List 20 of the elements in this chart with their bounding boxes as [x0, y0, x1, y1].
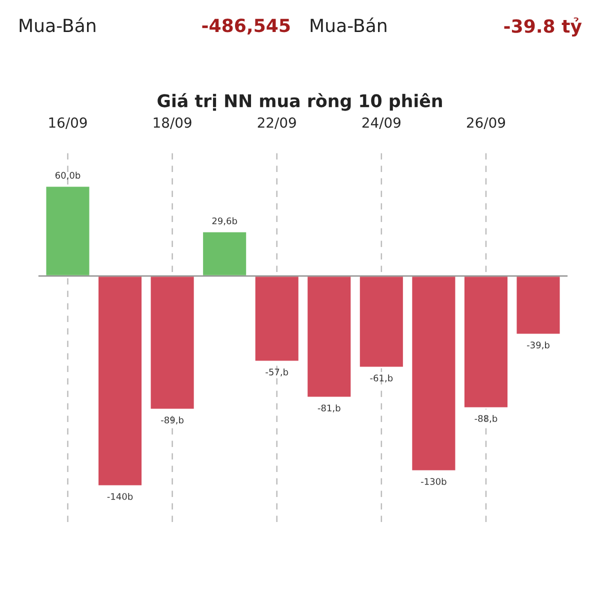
x-tick-label: 26/09: [466, 117, 506, 129]
chart-title: Giá trị NN mua ròng 10 phiên: [158, 93, 442, 111]
text: -39.8 tỷ: [504, 17, 582, 37]
x-tick-label: 24/09: [362, 117, 400, 129]
text: Mua-Bán: [20, 18, 96, 32]
text: Mua-Bán: [310, 18, 386, 32]
data-label: -57,b: [266, 368, 288, 376]
data-label: 60,0b: [55, 172, 80, 180]
data-label: -88,b: [474, 414, 498, 423]
data-label: -81,b: [318, 404, 340, 412]
data-label: -39,b: [527, 341, 550, 350]
x-tick-label: 16/09: [49, 117, 87, 129]
data-label: 29,6b: [212, 217, 238, 226]
x-tick-label: 18/09: [154, 117, 192, 129]
data-label: -89,b: [161, 416, 184, 424]
text: -486,545: [202, 18, 290, 35]
data-label: -61,b: [370, 374, 393, 382]
x-tick-label: 22/09: [258, 117, 296, 129]
data-label: -140b: [107, 492, 133, 500]
data-label: -130b: [421, 478, 446, 485]
